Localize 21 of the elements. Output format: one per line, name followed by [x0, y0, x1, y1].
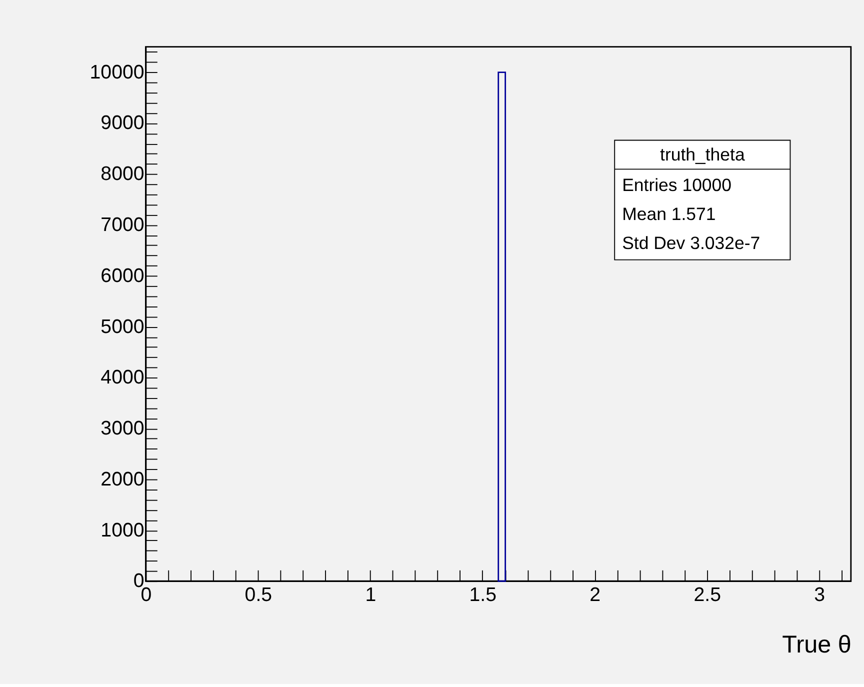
y-tick-label: 1000 [100, 519, 144, 542]
annotation: Entries 10000 [622, 175, 732, 196]
annotation: Std Dev 3.032e-7 [622, 233, 760, 254]
y-tick-label: 6000 [100, 264, 144, 287]
x-tick-label: 3 [814, 584, 826, 606]
y-tick-label: 7000 [100, 214, 144, 236]
annotation: Mean 1.571 [622, 204, 716, 224]
y-tick-label: 2000 [100, 468, 144, 490]
annotation: truth_theta [660, 144, 745, 164]
y-tick-label: 3000 [100, 418, 144, 440]
y-tick-label: 8000 [100, 163, 144, 186]
x-tick-label: 1 [365, 584, 376, 606]
y-tick-label: 9000 [100, 112, 144, 134]
y-tick-label: 5000 [100, 316, 144, 338]
y-tick-label: 4000 [100, 366, 144, 389]
y-tick-label: 10000 [90, 61, 144, 84]
x-tick-label: 2 [590, 584, 601, 606]
x-tick-label: 0.5 [244, 584, 272, 606]
x-tick-label: 1.5 [469, 584, 497, 606]
x-tick-label: 2.5 [694, 584, 722, 606]
x-axis-title: True θ [782, 632, 852, 659]
